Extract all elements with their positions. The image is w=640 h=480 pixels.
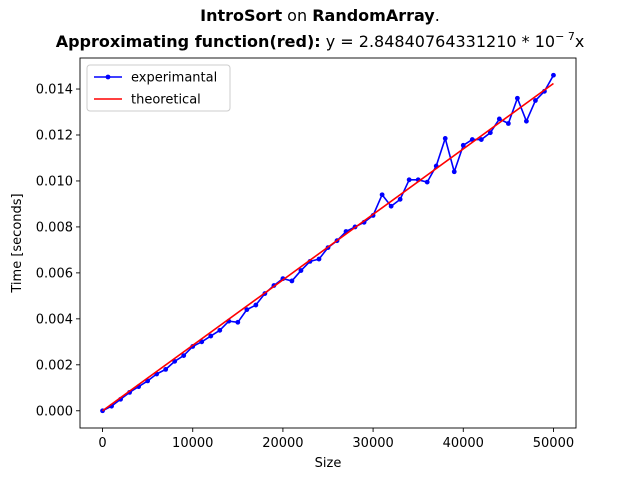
x-tick-label: 0 xyxy=(98,436,106,451)
data-point xyxy=(406,177,412,183)
y-axis-label: Time [seconds] xyxy=(10,193,25,293)
y-tick-label: 0.014 xyxy=(36,83,73,98)
data-point xyxy=(524,118,529,124)
data-point xyxy=(388,203,394,209)
x-axis-ticks: 0 10000 20000 30000 40000 50000 xyxy=(98,428,574,451)
y-tick-label: 0.004 xyxy=(36,312,73,327)
legend-label-1: theoretical xyxy=(131,93,201,108)
data-point xyxy=(514,95,520,101)
data-point xyxy=(379,192,385,198)
axes-frame xyxy=(79,57,577,429)
x-tick-label: 50000 xyxy=(533,436,574,451)
series-layer xyxy=(100,72,556,414)
data-point xyxy=(397,196,403,202)
data-point xyxy=(424,179,430,185)
x-tick-label: 40000 xyxy=(443,436,484,451)
legend-box xyxy=(86,64,231,112)
title-line-2: Approximating function(red): y = 2.84840… xyxy=(55,30,585,51)
data-point xyxy=(298,268,304,273)
data-point xyxy=(551,72,556,78)
data-point xyxy=(496,116,502,122)
data-point xyxy=(533,98,538,103)
x-axis-label: Size xyxy=(315,456,342,471)
x-tick-label: 20000 xyxy=(262,436,303,451)
y-tick-label: 0.010 xyxy=(36,174,73,189)
legend: experimantal theoretical xyxy=(86,64,231,112)
data-point xyxy=(505,121,511,126)
x-tick-label: 10000 xyxy=(172,436,213,451)
data-point xyxy=(289,278,295,284)
data-point xyxy=(487,130,493,136)
data-point xyxy=(253,302,259,308)
data-point xyxy=(235,319,241,325)
data-point xyxy=(316,256,322,262)
legend-label-0: experimantal xyxy=(131,71,217,86)
data-point xyxy=(208,333,214,339)
data-point xyxy=(442,136,448,141)
y-tick-label: 0.006 xyxy=(36,266,73,281)
data-point xyxy=(244,307,250,313)
data-point xyxy=(460,142,466,148)
y-tick-label: 0.000 xyxy=(36,404,73,419)
series-line-0 xyxy=(102,74,555,412)
x-tick-label: 30000 xyxy=(352,436,393,451)
data-point xyxy=(163,366,169,372)
series-line-1 xyxy=(102,82,554,412)
data-point xyxy=(451,169,457,175)
y-tick-label: 0.008 xyxy=(36,220,73,235)
y-tick-label: 0.012 xyxy=(36,128,73,143)
y-tick-label: 0.002 xyxy=(36,358,73,373)
data-point xyxy=(217,327,223,333)
data-point xyxy=(478,137,484,142)
data-point xyxy=(181,353,187,359)
title-line-1: IntroSort on RandomArray. xyxy=(200,6,440,25)
legend-marker xyxy=(105,74,111,80)
y-axis-ticks: 0.000 0.002 0.004 0.006 0.008 0.010 0.012 0.014 xyxy=(36,83,80,419)
data-point xyxy=(199,339,205,345)
